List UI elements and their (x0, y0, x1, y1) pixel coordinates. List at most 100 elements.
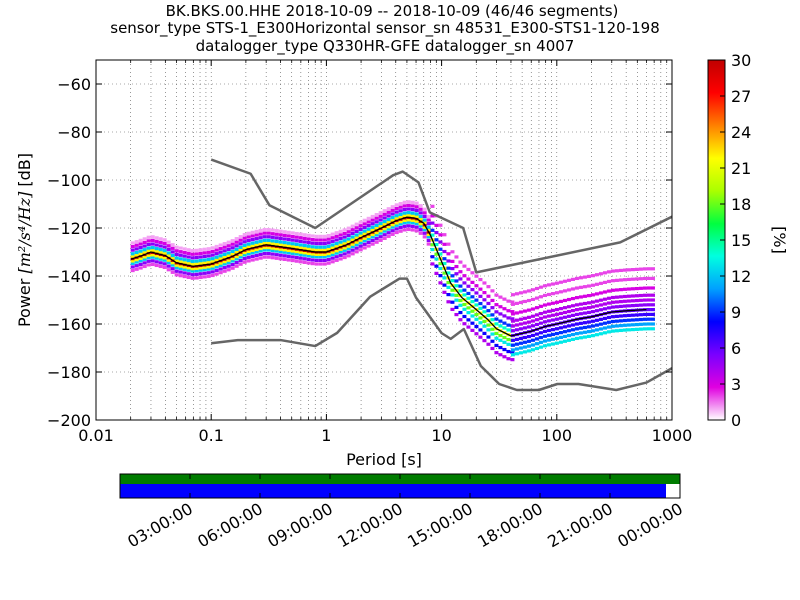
density-cell (590, 310, 595, 314)
x-axis-ticks: 0.01 0.1 1 10 100 1000 (78, 60, 692, 445)
density-cell (370, 228, 375, 232)
density-cell (498, 353, 503, 357)
density-cell (366, 220, 371, 224)
density-cell (390, 218, 395, 222)
density-cell (498, 345, 503, 350)
density-cell (270, 246, 275, 250)
density-cell (254, 237, 259, 241)
density-cell (614, 329, 619, 333)
density-cell (578, 276, 583, 280)
density-cell (558, 299, 563, 304)
density-cell (614, 305, 619, 309)
density-cell (138, 249, 143, 253)
density-cell (570, 332, 575, 337)
density-cell (474, 324, 479, 329)
density-cell (466, 306, 471, 310)
density-cell (134, 264, 139, 268)
density-cell (274, 256, 279, 260)
density-cell (410, 211, 415, 215)
density-cell (342, 241, 347, 245)
density-cell (294, 242, 299, 246)
density-cell (266, 227, 271, 232)
y-tick-label: −60 (57, 75, 91, 94)
density-cell (154, 260, 159, 264)
density-cell (370, 218, 375, 222)
density-cell (270, 241, 275, 245)
density-cell (642, 303, 647, 307)
density-cell (314, 262, 319, 266)
density-cell (226, 240, 231, 244)
density-cell (154, 256, 159, 260)
density-cell (582, 294, 587, 298)
density-cell (482, 324, 487, 328)
density-cell (370, 238, 375, 243)
density-cell (570, 328, 575, 332)
density-cell (250, 248, 255, 252)
density-cell (378, 231, 383, 235)
density-cell (426, 225, 431, 229)
density-cell (226, 244, 231, 248)
density-cell (450, 307, 455, 312)
density-cell (630, 287, 635, 291)
density-cell (174, 252, 179, 257)
density-cell (442, 233, 447, 237)
density-cell (402, 200, 407, 204)
density-cell (422, 231, 427, 235)
density-cell (314, 242, 319, 246)
density-cell (626, 268, 631, 272)
density-cell (186, 261, 191, 265)
density-cell (634, 327, 639, 331)
density-cell (398, 215, 403, 219)
density-cell (538, 345, 543, 349)
density-cell (542, 339, 547, 343)
density-cell (414, 214, 419, 218)
timeline-time-label: 21:00:00 (544, 499, 616, 551)
density-cell (130, 254, 135, 258)
density-cell (610, 279, 615, 283)
density-cell (550, 313, 555, 317)
density-cell (446, 252, 451, 256)
density-cell (518, 327, 523, 331)
density-cell (146, 235, 151, 239)
density-cell (390, 223, 395, 227)
density-cell (634, 303, 639, 307)
density-cell (530, 319, 535, 323)
density-cell (314, 258, 319, 262)
density-cell (282, 233, 287, 238)
density-cell (234, 261, 239, 265)
density-cell (350, 235, 355, 239)
density-cell (478, 287, 483, 291)
density-cell (546, 283, 551, 287)
density-cell (398, 202, 403, 206)
density-cell (314, 234, 319, 238)
density-cell (194, 248, 199, 252)
density-cell (602, 307, 607, 311)
density-cell (478, 335, 483, 339)
density-cell (134, 258, 139, 262)
density-cell (566, 309, 571, 314)
density-cell (298, 245, 303, 249)
density-cell (218, 271, 223, 275)
density-cell (566, 338, 571, 342)
density-cell (310, 252, 315, 256)
density-cell (478, 277, 483, 282)
density-cell (622, 294, 627, 299)
density-cell (406, 227, 411, 232)
colorbar-label: [%] (770, 226, 789, 254)
density-cell (186, 268, 191, 272)
density-cell (594, 273, 599, 277)
density-cell (454, 293, 459, 297)
density-cell (166, 244, 171, 248)
density-cell (242, 240, 247, 244)
density-cell (326, 254, 331, 258)
density-cell (258, 239, 263, 243)
density-cell (414, 225, 419, 229)
density-cell (542, 284, 547, 288)
plot-area (96, 60, 672, 420)
density-cell (214, 265, 219, 269)
density-cell (514, 342, 519, 346)
density-cell (198, 266, 203, 270)
density-cell (590, 319, 595, 323)
density-cell (602, 321, 607, 325)
density-cell (438, 233, 443, 237)
